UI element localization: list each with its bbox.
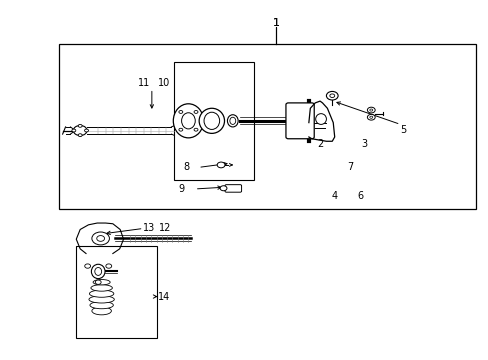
Text: 7: 7 <box>347 162 353 172</box>
Text: 1: 1 <box>272 18 279 28</box>
Circle shape <box>78 134 82 136</box>
Text: 12: 12 <box>159 224 171 233</box>
Circle shape <box>366 114 374 120</box>
Text: 13: 13 <box>143 224 155 233</box>
Text: 3: 3 <box>360 139 366 149</box>
Ellipse shape <box>89 296 114 303</box>
Ellipse shape <box>199 108 224 134</box>
Circle shape <box>179 111 183 113</box>
Text: 4: 4 <box>331 191 337 201</box>
Circle shape <box>72 129 76 132</box>
Circle shape <box>84 129 88 132</box>
Circle shape <box>84 264 90 268</box>
Ellipse shape <box>93 279 110 285</box>
Circle shape <box>326 91 337 100</box>
Circle shape <box>194 128 198 131</box>
Circle shape <box>179 128 183 131</box>
Bar <box>76 246 157 338</box>
FancyBboxPatch shape <box>285 103 314 139</box>
Text: 1: 1 <box>272 18 279 28</box>
Text: 6: 6 <box>357 191 363 201</box>
Ellipse shape <box>91 285 112 291</box>
Circle shape <box>217 162 224 168</box>
Circle shape <box>366 107 374 113</box>
Text: 2: 2 <box>316 139 323 149</box>
Text: 14: 14 <box>158 292 170 302</box>
Circle shape <box>92 232 109 245</box>
Circle shape <box>194 111 198 113</box>
Ellipse shape <box>95 267 102 275</box>
Circle shape <box>95 280 101 284</box>
Circle shape <box>73 126 87 135</box>
Ellipse shape <box>227 115 238 127</box>
Ellipse shape <box>315 114 326 125</box>
Circle shape <box>97 235 104 241</box>
Text: 10: 10 <box>158 78 170 88</box>
Text: 11: 11 <box>138 78 150 88</box>
Polygon shape <box>308 101 334 141</box>
Polygon shape <box>76 223 123 253</box>
Text: 8: 8 <box>183 162 189 172</box>
Circle shape <box>78 125 82 127</box>
Circle shape <box>220 186 226 191</box>
Ellipse shape <box>203 112 219 130</box>
Ellipse shape <box>91 264 105 279</box>
Text: 9: 9 <box>178 184 184 194</box>
Circle shape <box>369 109 372 111</box>
Circle shape <box>369 116 372 118</box>
Text: 5: 5 <box>399 125 405 135</box>
Ellipse shape <box>173 104 203 138</box>
Ellipse shape <box>229 117 235 125</box>
Circle shape <box>105 264 111 268</box>
Ellipse shape <box>89 290 114 297</box>
Ellipse shape <box>181 113 195 129</box>
Ellipse shape <box>92 307 111 315</box>
Bar <box>173 62 254 180</box>
FancyBboxPatch shape <box>224 185 241 192</box>
Bar <box>59 44 475 209</box>
Ellipse shape <box>90 302 113 309</box>
Circle shape <box>329 94 334 98</box>
